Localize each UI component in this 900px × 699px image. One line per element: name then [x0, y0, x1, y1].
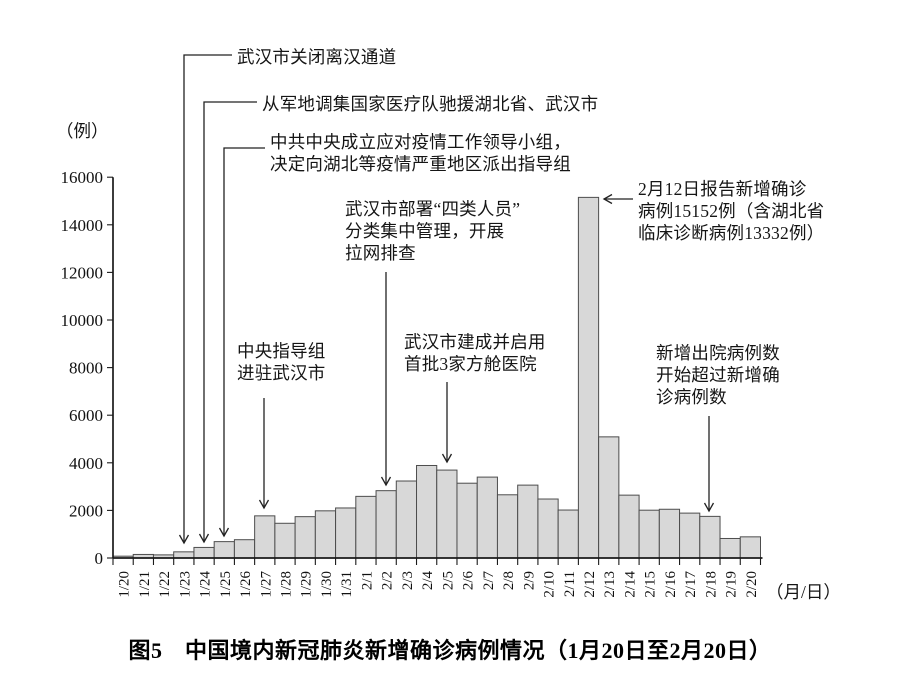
arrowhead-icon-a8 [703, 502, 715, 513]
x-tick-label: 2/13 [602, 571, 618, 598]
x-tick-label: 1/25 [218, 571, 234, 598]
x-tick-label: 2/3 [400, 571, 416, 590]
bar-2/12 [577, 196, 600, 559]
bar-2/20 [739, 536, 762, 559]
x-tick-label: 1/21 [137, 571, 153, 598]
bar-2/15 [638, 509, 660, 559]
x-tick-label: 1/26 [238, 571, 254, 598]
x-tick-label: 1/22 [157, 571, 173, 598]
arrowhead-icon-a4 [258, 499, 270, 510]
annotation-four-categories: 武汉市部署“四类人员” 分类集中管理，开展 拉网排查 [345, 199, 521, 263]
annotation-discharges-exceed: 新增出院病例数 开始超过新增确 诊病例数 [656, 343, 780, 407]
bar-1/30 [314, 510, 337, 559]
bar-2/3 [395, 480, 418, 559]
bars-group [112, 196, 762, 559]
x-tick-label: 1/27 [258, 571, 274, 598]
bar-1/29 [294, 516, 316, 559]
x-tick-label: 2/20 [744, 571, 760, 598]
bar-2/17 [679, 512, 701, 559]
y-tick-label: 12000 [61, 263, 104, 282]
y-tick-label: 4000 [69, 454, 103, 473]
arrowhead-icon-a3 [218, 527, 230, 538]
bar-2/18 [699, 515, 721, 559]
annotation-arrows [178, 54, 715, 545]
annotation-connector-a2 [203, 101, 257, 542]
bar-2/2 [375, 490, 397, 559]
y-tick-label: 6000 [69, 406, 103, 425]
annotation-medical-teams: 从军地调集国家医疗队驰援湖北省、武汉市 [262, 94, 599, 114]
y-tick-label: 8000 [69, 359, 103, 378]
x-tick-label: 2/10 [542, 571, 558, 598]
bar-2/13 [598, 436, 620, 559]
bar-2/14 [618, 494, 640, 559]
bar-2/9 [517, 484, 539, 559]
bar-1/28 [274, 522, 296, 559]
y-axis-unit-label: （例） [56, 121, 109, 141]
x-tick-label: 2/7 [481, 571, 497, 591]
arrowhead-icon-a1 [178, 534, 190, 545]
x-tick-label: 1/29 [299, 571, 315, 598]
x-tick-label: 2/1 [359, 571, 375, 590]
bar-2/4 [416, 464, 438, 559]
x-tick-label: 2/17 [683, 571, 699, 598]
x-tick-label: 2/6 [461, 571, 477, 591]
annotation-close-channel: 武汉市关闭离汉通道 [237, 47, 397, 67]
x-tick-label: 2/2 [380, 571, 396, 590]
y-tick-label: 0 [95, 549, 104, 568]
x-tick-label: 2/11 [562, 571, 578, 597]
x-tick-label: 1/23 [177, 571, 193, 598]
x-tick-label: 2/5 [440, 571, 456, 590]
x-tick-label: 2/18 [703, 571, 719, 598]
bar-1/24 [193, 546, 215, 559]
arrowhead-icon-a2 [198, 533, 210, 544]
bar-2/5 [436, 469, 458, 559]
x-tick-label: 2/16 [663, 571, 679, 598]
tick-marks [107, 176, 762, 565]
bar-2/7 [476, 476, 498, 559]
bar-2/11 [557, 509, 579, 559]
y-tick-labels: 0 2000 4000 6000 8000 10000 12000 14000 16000 [61, 168, 104, 568]
annotation-fangcang-hospitals: 武汉市建成并启用 首批3家方舱医院 [404, 332, 546, 374]
x-tick-label: 2/12 [582, 571, 598, 598]
x-axis-unit-label: （月/日） [766, 582, 841, 602]
bar-2/19 [719, 537, 741, 559]
figure-caption: 图5 中国境内新冠肺炎新增确诊病例情况（1月20日至2月20日） [128, 638, 772, 663]
annotation-feb12-peak: 2月12日报告新增确诊 病例15152例（含湖北省 临床诊断病例13332例） [638, 179, 825, 243]
x-tick-label: 2/9 [521, 571, 537, 590]
x-tick-label: 1/31 [339, 571, 355, 598]
bar-2/6 [456, 482, 478, 559]
annotation-guidance-group: 中央指导组 进驻武汉市 [237, 341, 326, 383]
bar-2/1 [355, 495, 377, 559]
y-tick-label: 2000 [69, 501, 103, 520]
x-tick-label: 1/20 [117, 571, 133, 598]
bar-1/23 [173, 551, 195, 559]
x-tick-label: 1/28 [279, 571, 295, 598]
x-tick-label: 1/24 [198, 571, 214, 598]
bar-1/31 [335, 507, 357, 559]
x-tick-label: 2/4 [420, 571, 436, 591]
annotation-leading-group: 中共中央成立应对疫情工作领导小组， 决定向湖北等疫情严重地区派出指导组 [270, 132, 571, 174]
y-tick-label: 14000 [61, 216, 104, 235]
bar-2/16 [658, 508, 681, 559]
annotation-connector-a1 [183, 54, 232, 543]
arrowhead-icon-a5 [380, 476, 392, 487]
x-tick-label: 2/14 [623, 571, 639, 598]
x-tick-labels: 1/20 1/21 1/22 1/23 1/24 1/25 1/26 1/27 1/28 1/29… [117, 571, 760, 598]
bar-1/25 [213, 541, 235, 559]
annotation-connector-a3 [223, 147, 265, 536]
y-tick-label: 10000 [61, 311, 104, 330]
arrowhead-icon-a7 [602, 193, 613, 205]
arrowhead-icon-a6 [441, 453, 453, 464]
bar-2/10 [537, 498, 559, 559]
y-tick-label: 16000 [61, 168, 104, 187]
x-tick-label: 2/15 [643, 571, 659, 598]
bar-1/27 [254, 515, 276, 559]
x-tick-label: 1/30 [319, 571, 335, 598]
bar-1/26 [233, 539, 256, 559]
bar-2/8 [496, 494, 519, 559]
x-tick-label: 2/8 [501, 571, 517, 590]
x-tick-label: 2/19 [724, 571, 740, 598]
